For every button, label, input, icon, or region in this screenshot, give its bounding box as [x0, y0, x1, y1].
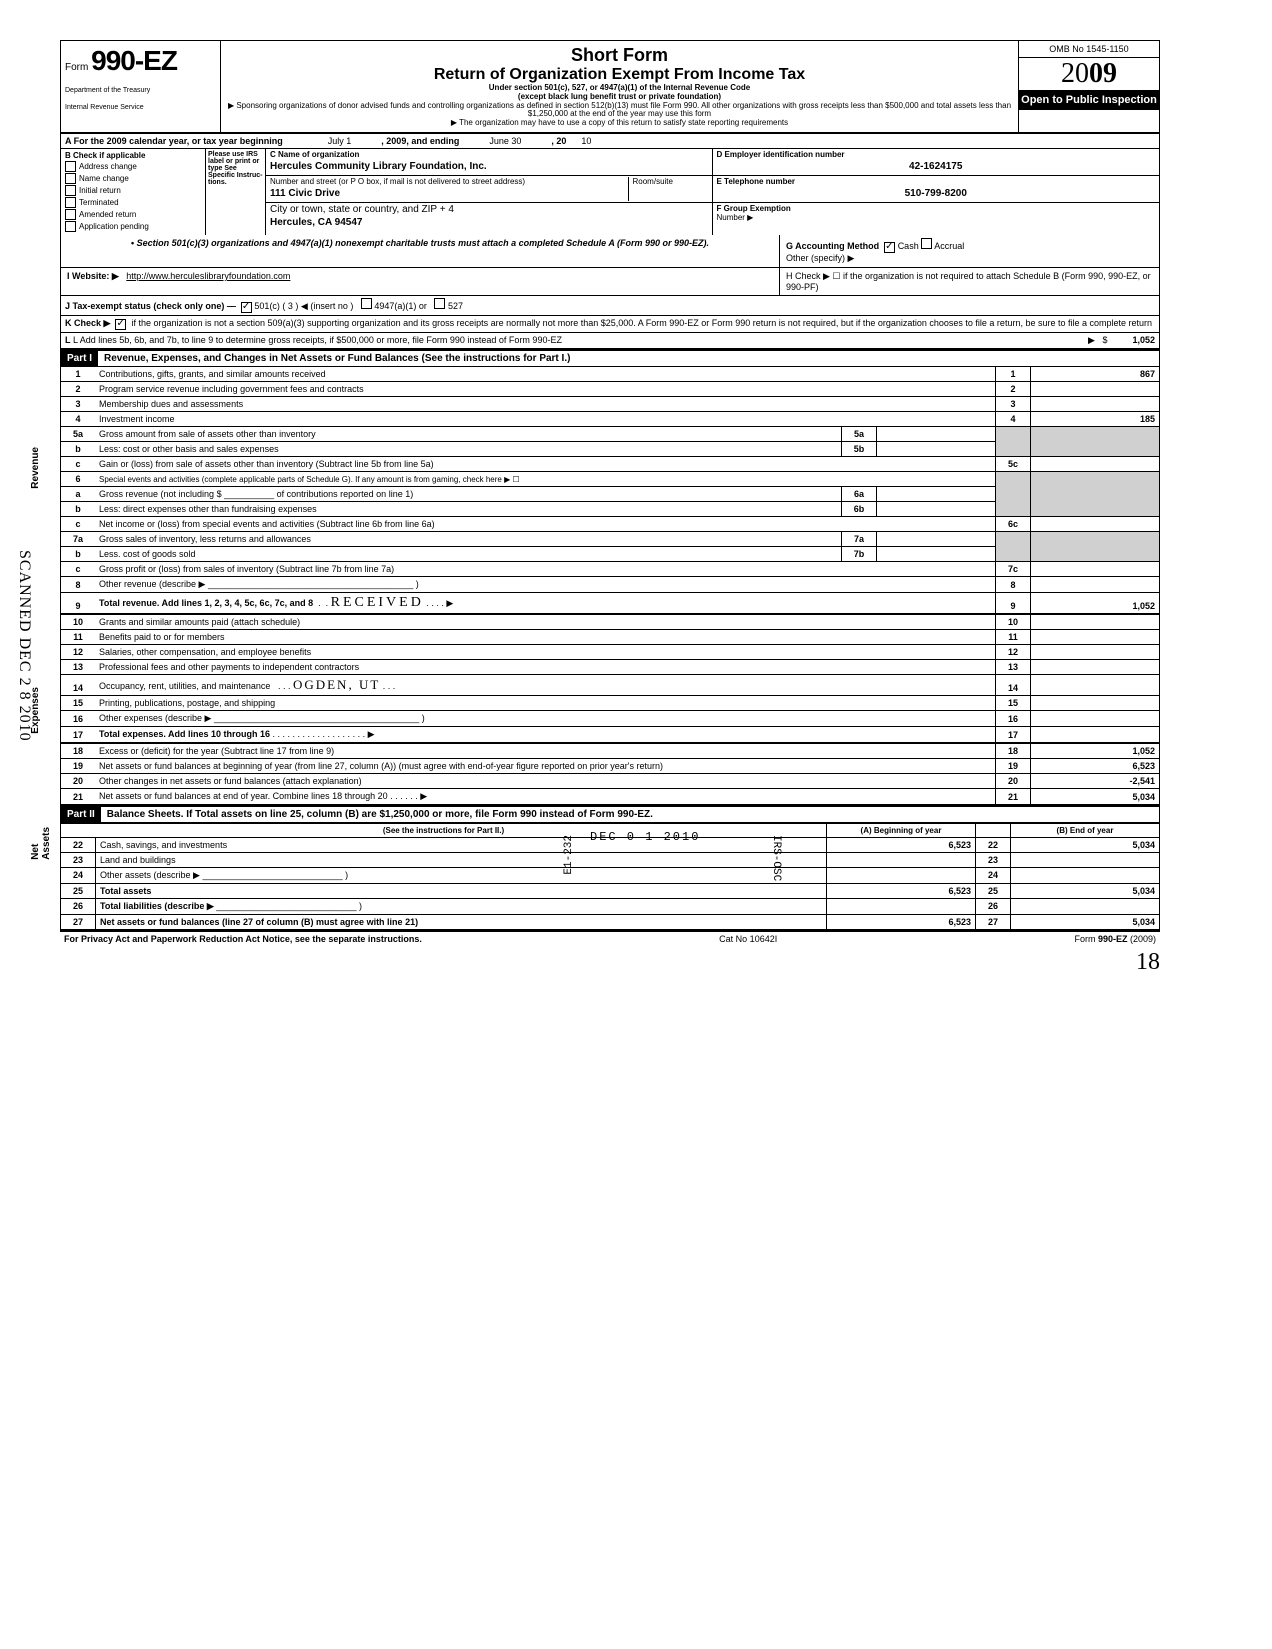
dept-treasury: Department of the Treasury — [65, 87, 216, 94]
line-11: 11Benefits paid to or for members11 — [61, 629, 1160, 644]
line-1: 1Contributions, gifts, grants, and simil… — [61, 367, 1160, 382]
form-990ez: SCANNED DEC 2 8 2010 Form 990-EZ Departm… — [60, 40, 1160, 946]
website-url: http://www.herculeslibraryfoundation.com — [126, 271, 290, 281]
revenue-side-label: Revenue — [30, 447, 41, 489]
form-number: 990-EZ — [91, 45, 177, 76]
form-prefix: Form — [65, 62, 88, 73]
phone-value: 510-799-8200 — [717, 186, 1156, 201]
4947-checkbox[interactable] — [361, 298, 372, 309]
row-a-tax-year: A For the 2009 calendar year, or tax yea… — [60, 134, 1160, 149]
short-form-title: Short Form — [227, 45, 1012, 66]
expenses-side-label: Expenses — [30, 687, 41, 734]
line-7b: bLess. cost of goods sold7b — [61, 546, 1160, 561]
open-to-public: Open to Public Inspection — [1019, 90, 1159, 110]
l-gross-receipts: L L Add lines 5b, 6b, and 7b, to line 9 … — [60, 333, 1160, 350]
bal-24: 24Other assets (describe ▶ _____________… — [61, 867, 1160, 883]
form-id-cell: Form 990-EZ Department of the Treasury I… — [61, 41, 221, 132]
bal-26: 26Total liabilities (describe ▶ ________… — [61, 898, 1160, 914]
bal-25: 25Total assets6,523255,034 — [61, 883, 1160, 898]
section-501c3-note: • Section 501(c)(3) organizations and 49… — [60, 235, 1160, 268]
line-20: 20Other changes in net assets or fund ba… — [61, 773, 1160, 788]
bal-23: 23Land and buildings23 — [61, 852, 1160, 867]
section-c: C Name of organization Hercules Communit… — [266, 149, 713, 235]
line-19: 19Net assets or fund balances at beginni… — [61, 758, 1160, 773]
line-9: 9Total revenue. Add lines 1, 2, 3, 4, 5c… — [61, 592, 1160, 614]
tax-year: 2009 — [1019, 58, 1159, 90]
return-title: Return of Organization Exempt From Incom… — [227, 66, 1012, 84]
527-checkbox[interactable] — [434, 298, 445, 309]
j-tax-exempt: J Tax-exempt status (check only one) — 5… — [60, 296, 1160, 316]
line-12: 12Salaries, other compensation, and empl… — [61, 644, 1160, 659]
irs-osc-stamp: IRS-OSC — [770, 835, 782, 881]
part2-header: Part II Balance Sheets. If Total assets … — [60, 806, 1160, 823]
line-6c: cNet income or (loss) from special event… — [61, 516, 1160, 531]
form-header: Form 990-EZ Department of the Treasury I… — [60, 40, 1160, 134]
l-value: 1,052 — [1132, 335, 1155, 346]
footer: For Privacy Act and Paperwork Reduction … — [60, 930, 1160, 946]
part1-table: 1Contributions, gifts, grants, and simil… — [60, 367, 1160, 806]
netassets-side-label: Net Assets — [30, 827, 52, 860]
line-14: 14Occupancy, rent, utilities, and mainte… — [61, 674, 1160, 695]
cash-checkbox[interactable] — [884, 242, 895, 253]
k-checkbox[interactable] — [115, 319, 126, 330]
balance-table: (See the instructions for Part II.) (A) … — [60, 823, 1160, 930]
please-use-irs: Please use IRS label or print or type Se… — [206, 149, 266, 235]
line-5a: 5aGross amount from sale of assets other… — [61, 426, 1160, 441]
line-4: 4Investment income4185 — [61, 411, 1160, 426]
ein-value: 42-1624175 — [717, 159, 1156, 174]
line-18: 18Excess or (deficit) for the year (Subt… — [61, 743, 1160, 759]
line-2: 2Program service revenue including gover… — [61, 381, 1160, 396]
line-21: 21Net assets or fund balances at end of … — [61, 788, 1160, 805]
line-16: 16Other expenses (describe ▶ ___________… — [61, 710, 1160, 726]
line-6a: aGross revenue (not including $ ________… — [61, 486, 1160, 501]
sponsor-note: ▶ Sponsoring organizations of donor advi… — [227, 102, 1012, 120]
line-15: 15Printing, publications, postage, and s… — [61, 695, 1160, 710]
e1-stamp: E1-232 — [563, 835, 575, 875]
line-3: 3Membership dues and assessments3 — [61, 396, 1160, 411]
line-8: 8Other revenue (describe ▶ _____________… — [61, 576, 1160, 592]
website-row: I Website: ▶ http://www.herculeslibraryf… — [60, 268, 1160, 296]
line-17: 17Total expenses. Add lines 10 through 1… — [61, 726, 1160, 743]
city-state-zip: Hercules, CA 94547 — [270, 215, 708, 230]
line-7c: cGross profit or (loss) from sales of in… — [61, 561, 1160, 576]
title-cell: Short Form Return of Organization Exempt… — [221, 41, 1019, 132]
bal-22: 22Cash, savings, and investments6,523225… — [61, 837, 1160, 852]
k-check: K Check ▶ if the organization is not a s… — [60, 316, 1160, 333]
line-6b: bLess: direct expenses other than fundra… — [61, 501, 1160, 516]
omb-number: OMB No 1545-1150 — [1019, 41, 1159, 58]
right-header: OMB No 1545-1150 2009 Open to Public Ins… — [1019, 41, 1159, 132]
part1-header: Part I Revenue, Expenses, and Changes in… — [60, 350, 1160, 367]
section-def: D Employer identification number 42-1624… — [713, 149, 1160, 235]
section-b: B Check if applicable Address change Nam… — [61, 149, 206, 235]
bal-27: 27Net assets or fund balances (line 27 o… — [61, 914, 1160, 929]
dept-irs: Internal Revenue Service — [65, 104, 216, 111]
copy-note: ▶ The organization may have to use a cop… — [227, 119, 1012, 128]
line-6: 6Special events and activities (complete… — [61, 471, 1160, 486]
bc-grid: B Check if applicable Address change Nam… — [60, 149, 1160, 235]
accrual-checkbox[interactable] — [921, 238, 932, 249]
line-5c: cGain or (loss) from sale of assets othe… — [61, 456, 1160, 471]
line-10: 10Grants and similar amounts paid (attac… — [61, 614, 1160, 630]
501c-checkbox[interactable] — [241, 302, 252, 313]
org-name: Hercules Community Library Foundation, I… — [270, 159, 708, 174]
line-7a: 7aGross sales of inventory, less returns… — [61, 531, 1160, 546]
handwritten-18: 18 — [1136, 949, 1160, 976]
line-13: 13Professional fees and other payments t… — [61, 659, 1160, 674]
line-5b: bLess: cost or other basis and sales exp… — [61, 441, 1160, 456]
street-address: 111 Civic Drive — [270, 186, 628, 201]
